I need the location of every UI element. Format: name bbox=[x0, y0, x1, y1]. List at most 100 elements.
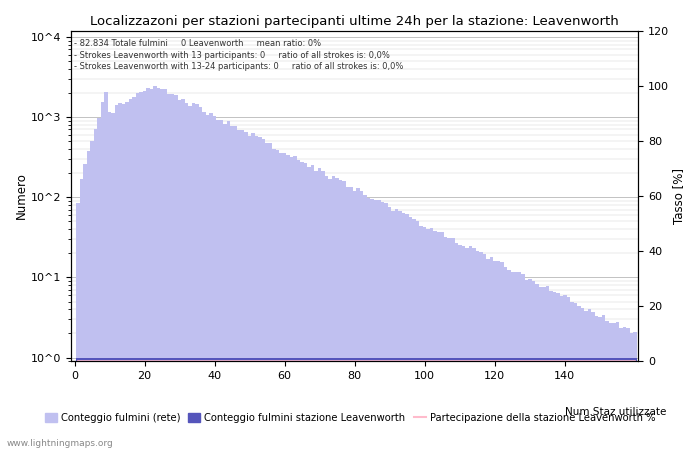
Bar bbox=[244, 358, 248, 450]
Bar bbox=[416, 358, 419, 450]
Bar bbox=[384, 358, 388, 450]
Bar bbox=[503, 267, 507, 450]
Bar bbox=[325, 176, 328, 450]
Bar bbox=[244, 132, 248, 450]
Bar bbox=[181, 358, 185, 450]
Bar bbox=[489, 257, 493, 450]
Bar bbox=[192, 103, 195, 450]
Bar bbox=[423, 358, 426, 450]
Bar bbox=[367, 358, 370, 450]
Bar bbox=[433, 358, 437, 450]
Bar bbox=[111, 358, 115, 450]
Bar bbox=[297, 358, 300, 450]
Bar bbox=[209, 113, 213, 450]
Bar bbox=[311, 358, 314, 450]
Bar bbox=[262, 358, 265, 450]
Bar bbox=[153, 358, 157, 450]
Bar bbox=[199, 107, 202, 450]
Partecipazione della stazione Leavenworth % bbox=[529, 359, 538, 364]
Bar bbox=[594, 358, 598, 450]
Bar bbox=[97, 358, 101, 450]
Bar bbox=[507, 358, 510, 450]
Bar bbox=[262, 139, 265, 450]
Bar bbox=[255, 358, 258, 450]
Bar bbox=[283, 153, 286, 450]
Bar bbox=[360, 191, 363, 450]
Bar bbox=[230, 126, 234, 450]
Bar bbox=[171, 358, 174, 450]
Bar bbox=[482, 254, 486, 450]
Bar bbox=[395, 209, 398, 450]
Bar bbox=[398, 358, 402, 450]
Bar bbox=[185, 358, 188, 450]
Bar bbox=[493, 358, 496, 450]
Legend: Conteggio fulmini (rete), Conteggio fulmini stazione Leavenworth, Partecipazione: Conteggio fulmini (rete), Conteggio fulm… bbox=[41, 409, 659, 427]
Text: Num.Staz utilizzate: Num.Staz utilizzate bbox=[566, 407, 666, 417]
Bar bbox=[482, 358, 486, 450]
Bar bbox=[290, 157, 293, 450]
Bar bbox=[265, 143, 269, 450]
Bar bbox=[426, 358, 430, 450]
Bar bbox=[608, 358, 612, 450]
Partecipazione della stazione Leavenworth % bbox=[435, 359, 443, 364]
Bar bbox=[195, 104, 199, 450]
Bar bbox=[178, 100, 181, 450]
Bar bbox=[542, 358, 545, 450]
Bar bbox=[591, 358, 594, 450]
Bar bbox=[157, 88, 160, 450]
Bar bbox=[419, 358, 423, 450]
Bar bbox=[251, 358, 255, 450]
Bar bbox=[591, 312, 594, 450]
Bar bbox=[321, 171, 325, 450]
Bar bbox=[311, 165, 314, 450]
Bar bbox=[346, 358, 349, 450]
Bar bbox=[356, 358, 360, 450]
Bar bbox=[248, 358, 251, 450]
Bar bbox=[360, 358, 363, 450]
Bar bbox=[566, 358, 570, 450]
Bar bbox=[535, 284, 538, 450]
Bar bbox=[524, 358, 528, 450]
Text: - 82.834 Totale fulmini     0 Leavenworth     mean ratio: 0%
- Strokes Leavenwor: - 82.834 Totale fulmini 0 Leavenworth me… bbox=[74, 39, 403, 72]
Bar bbox=[440, 358, 444, 450]
Bar bbox=[174, 358, 178, 450]
Bar bbox=[594, 316, 598, 450]
Bar bbox=[395, 358, 398, 450]
Bar bbox=[195, 358, 199, 450]
Bar bbox=[202, 112, 206, 450]
Partecipazione della stazione Leavenworth % bbox=[74, 359, 82, 364]
Bar bbox=[339, 180, 342, 450]
Bar bbox=[227, 121, 230, 450]
Bar bbox=[559, 296, 563, 450]
Bar bbox=[167, 94, 171, 450]
Bar bbox=[528, 358, 531, 450]
Bar bbox=[629, 333, 633, 450]
Bar bbox=[293, 358, 297, 450]
Bar bbox=[458, 245, 461, 450]
Bar bbox=[402, 213, 405, 450]
Bar bbox=[633, 358, 636, 450]
Bar bbox=[174, 95, 178, 450]
Bar bbox=[377, 200, 381, 450]
Bar bbox=[549, 358, 552, 450]
Bar bbox=[535, 358, 538, 450]
Bar bbox=[605, 358, 608, 450]
Bar bbox=[556, 292, 559, 450]
Bar bbox=[552, 358, 556, 450]
Bar bbox=[276, 150, 279, 450]
Bar bbox=[143, 91, 146, 450]
Bar bbox=[335, 178, 339, 450]
Bar bbox=[80, 358, 83, 450]
Bar bbox=[209, 358, 213, 450]
Bar bbox=[531, 281, 535, 450]
Bar bbox=[160, 89, 164, 450]
Bar bbox=[129, 99, 132, 450]
Bar bbox=[626, 358, 629, 450]
Bar bbox=[272, 358, 276, 450]
Bar bbox=[118, 358, 122, 450]
Bar bbox=[374, 200, 377, 450]
Bar bbox=[454, 358, 458, 450]
Bar bbox=[353, 358, 356, 450]
Bar bbox=[517, 272, 521, 450]
Bar bbox=[391, 211, 395, 450]
